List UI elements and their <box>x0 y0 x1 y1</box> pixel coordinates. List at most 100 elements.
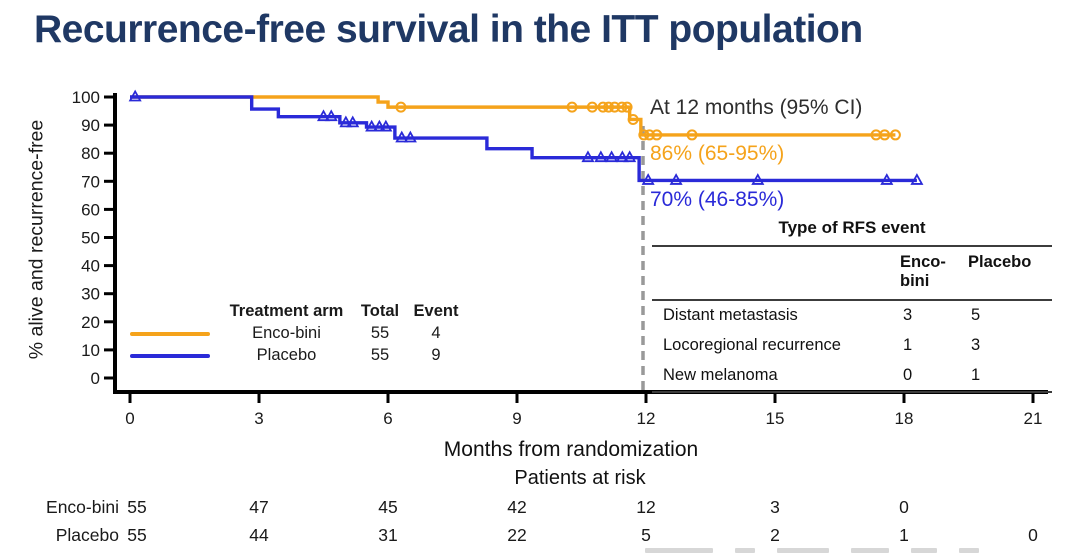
risk-value: 45 <box>378 497 397 517</box>
censor-circle-enco-bini <box>609 101 621 113</box>
censor-circle-enco-bini <box>627 113 639 125</box>
legend-total: 55 <box>370 345 390 364</box>
y-tick-label: 90 <box>81 116 100 135</box>
censor-circle-enco-bini <box>616 101 628 113</box>
y-tick-label: 100 <box>72 88 100 107</box>
risk-value: 55 <box>127 497 146 517</box>
legend-header-total: Total <box>360 301 400 320</box>
cropped-footer-text <box>645 548 1080 555</box>
censor-triangle-placebo <box>395 130 409 143</box>
rfs-row-label: Locoregional recurrence <box>663 336 841 354</box>
censor-circle-enco-bini <box>651 129 663 141</box>
risk-value: 0 <box>899 497 909 517</box>
rfs-row-value: 1 <box>903 336 913 354</box>
y-tick-label: 40 <box>81 257 100 276</box>
censor-triangle-placebo <box>128 89 142 102</box>
risk-value: 5 <box>641 525 651 545</box>
y-tick-label: 70 <box>81 172 100 191</box>
rfs-row-label: New melanoma <box>652 361 900 393</box>
legend-arm: Placebo <box>256 345 317 364</box>
legend-header-arm: Treatment arm <box>229 301 344 320</box>
y-tick-label: 20 <box>81 313 100 332</box>
censor-circle-enco-bini <box>586 101 598 113</box>
censor-triangle-placebo <box>372 119 386 132</box>
treatment-arm-legend: Treatment arm Total Event Enco-bini 55 4 Pl… <box>130 300 470 366</box>
censor-circle-enco-bini <box>638 129 650 141</box>
y-tick-label: 60 <box>81 200 100 219</box>
censor-circle-enco-bini <box>566 101 578 113</box>
risk-value: 1 <box>899 525 909 545</box>
risk-value: 22 <box>507 525 526 545</box>
legend-total: 55 <box>370 323 390 342</box>
censor-circle-enco-bini <box>643 129 655 141</box>
risk-value: 31 <box>378 525 397 545</box>
censor-triangle-placebo <box>594 150 608 163</box>
y-tick-label: 50 <box>81 229 100 248</box>
legend-event: 4 <box>431 323 441 342</box>
patients-at-risk-caption: Patients at risk <box>514 467 646 489</box>
annotation-encobini-estimate: 86% (65-95%) <box>650 142 785 165</box>
censor-triangle-placebo <box>910 173 924 185</box>
rfs-row-value: 0 <box>900 361 968 393</box>
risk-value: 47 <box>249 497 268 517</box>
censor-circle-enco-bini <box>889 129 901 141</box>
rfs-header-spacer <box>652 245 900 301</box>
censor-triangle-placebo <box>379 119 393 132</box>
rfs-table-row: Locoregional recurrence 1 3 <box>652 331 1052 361</box>
censor-circle-enco-bini <box>603 101 615 113</box>
risk-row-label: Enco-bini <box>46 497 119 517</box>
legend-swatch-placebo <box>130 354 210 358</box>
censor-circle-enco-bini <box>879 129 891 141</box>
risk-value: 55 <box>127 525 146 545</box>
risk-value: 12 <box>636 497 655 517</box>
x-tick-label: 0 <box>125 409 134 428</box>
censor-triangle-placebo <box>605 150 619 163</box>
legend-header-event: Event <box>413 301 459 320</box>
rfs-row-label: Distant metastasis <box>663 306 798 324</box>
y-tick-label: 30 <box>81 285 100 304</box>
rfs-event-table: Type of RFS event Enco-bini Placebo Dist… <box>652 218 1052 393</box>
x-tick-label: 6 <box>383 409 392 428</box>
censor-triangle-placebo <box>880 173 894 185</box>
censor-triangle-placebo <box>316 109 331 122</box>
km-curve-enco-bini <box>130 95 896 137</box>
censor-circle-enco-bini <box>395 101 407 113</box>
censor-triangle-placebo <box>365 119 379 132</box>
censor-triangle-placebo <box>669 173 683 185</box>
rfs-row-value: 3 <box>971 336 981 354</box>
censor-circle-enco-bini <box>597 101 609 113</box>
censor-triangle-placebo <box>339 115 353 128</box>
censor-circle-enco-bini <box>686 129 698 141</box>
risk-value: 3 <box>770 497 780 517</box>
risk-value: 0 <box>1028 525 1038 545</box>
annotation-placebo-estimate: 70% (46-85%) <box>650 188 785 211</box>
censor-triangle-placebo <box>623 150 637 163</box>
censor-triangle-placebo <box>615 150 629 163</box>
censor-circle-enco-bini <box>621 101 633 113</box>
rfs-row-value: 1 <box>968 361 1052 393</box>
risk-value: 44 <box>249 525 269 545</box>
annotation-at-12-months: At 12 months (95% CI) <box>650 96 863 119</box>
risk-value: 42 <box>507 497 526 517</box>
km-curve-placebo <box>130 95 917 183</box>
page-title: Recurrence-free survival in the ITT popu… <box>34 8 863 51</box>
rfs-table-row: New melanoma 0 1 <box>652 361 1052 393</box>
rfs-header-encobini: Enco-bini <box>900 245 968 301</box>
x-tick-label: 12 <box>637 409 656 428</box>
rfs-row-value: 3 <box>903 306 913 324</box>
legend-event: 9 <box>431 345 441 364</box>
rfs-table-title: Type of RFS event <box>778 218 926 237</box>
x-tick-label: 15 <box>766 409 785 428</box>
censor-triangle-placebo <box>324 109 338 122</box>
censor-triangle-placebo <box>751 173 765 185</box>
y-axis-label: % alive and recurrence-free <box>25 119 48 360</box>
x-tick-label: 21 <box>1024 409 1043 428</box>
x-tick-label: 18 <box>895 409 914 428</box>
censor-triangle-placebo <box>641 173 655 185</box>
y-tick-label: 80 <box>81 144 100 163</box>
legend-swatch-enco-bini <box>130 332 210 336</box>
rfs-header-placebo: Placebo <box>968 245 1052 301</box>
x-tick-label: 9 <box>512 409 521 428</box>
